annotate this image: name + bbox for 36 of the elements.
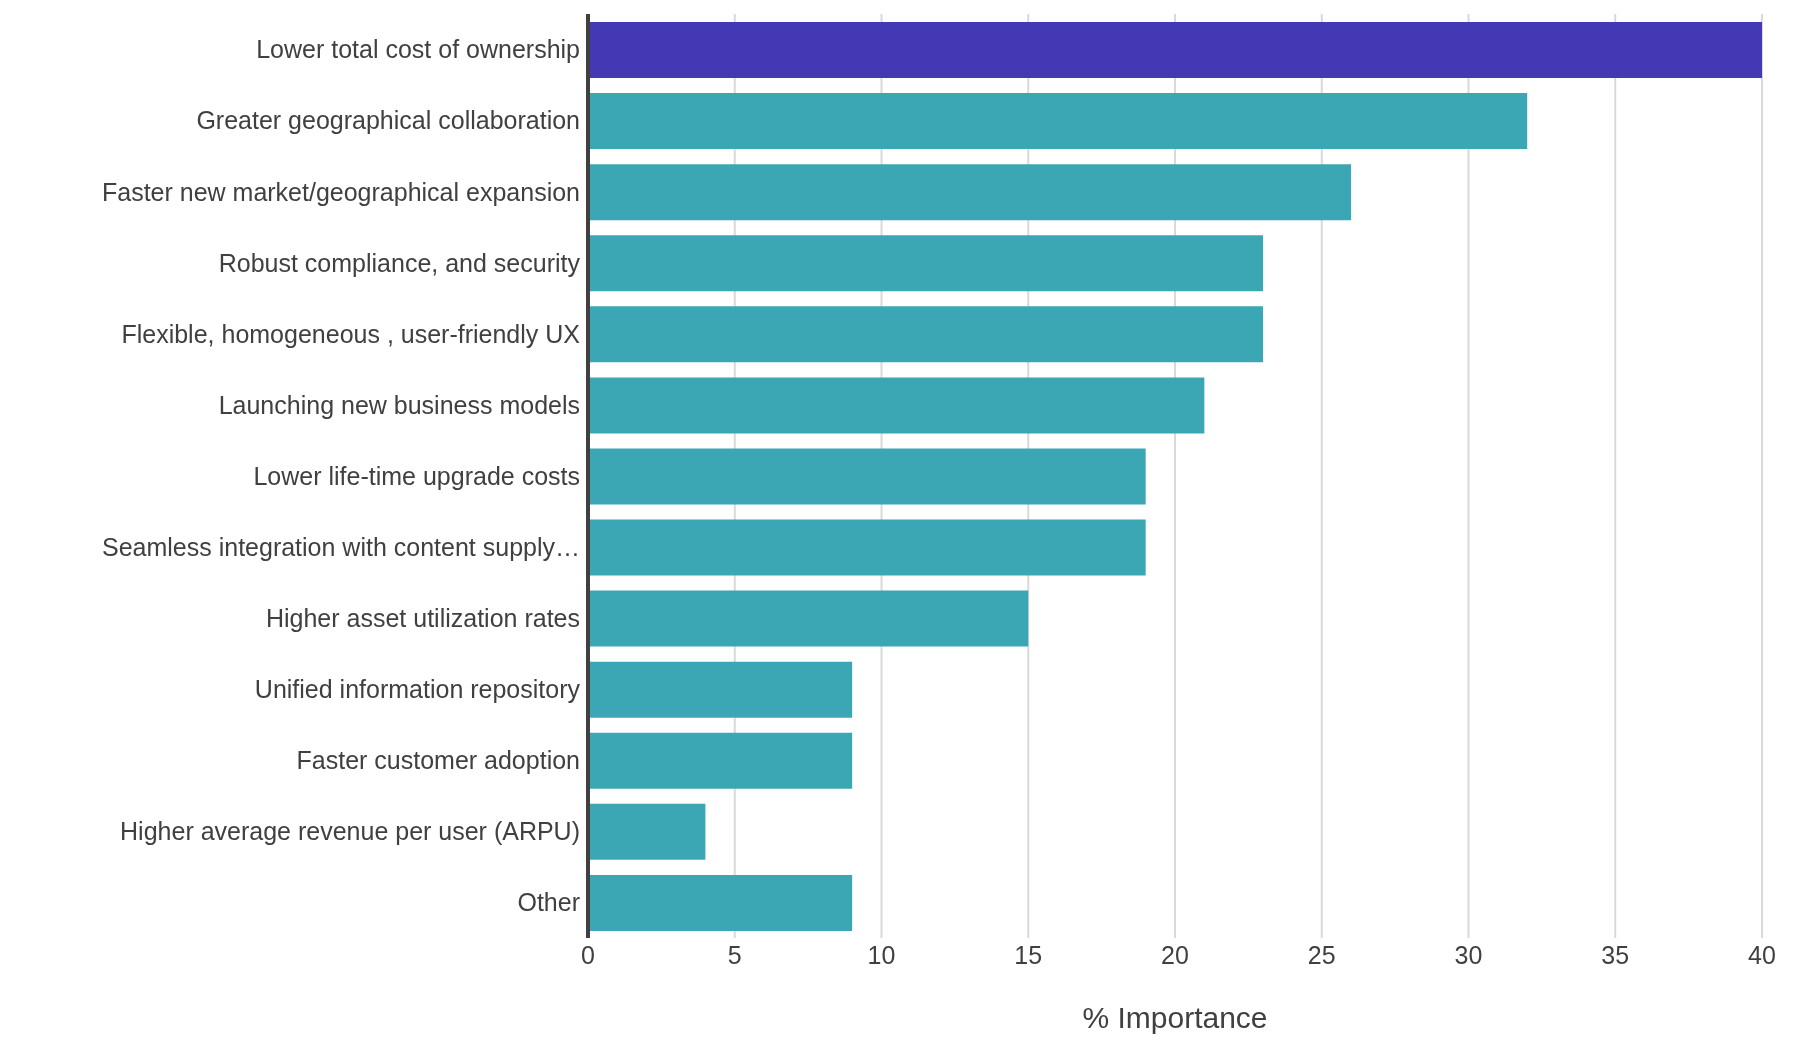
y-tick-label: Faster new market/geographical expansion [101,177,580,206]
x-tick-label: 30 [1454,940,1483,969]
x-axis-title: % Importance [1082,1001,1268,1034]
y-tick-label: Faster customer adoption [296,746,580,775]
y-tick-label: Other [517,888,580,917]
bar [588,22,1762,78]
bar [588,519,1146,576]
x-tick-label: 15 [1014,940,1043,969]
x-tick-label: 0 [581,940,595,969]
y-tick-label: Flexible, homogeneous , user-friendly UX [121,319,581,348]
bar [588,306,1264,363]
x-tick-label: 25 [1307,940,1336,969]
x-tick-label: 20 [1161,940,1189,969]
bar [588,448,1146,505]
bar [588,803,706,860]
y-tick-label: Launching new business models [218,390,580,419]
x-tick-label: 10 [867,940,896,969]
y-tick-label: Seamless integration with content supply… [101,532,580,561]
y-tick-label: Higher average revenue per user (ARPU) [120,817,580,846]
bar [588,164,1352,221]
bar [588,235,1264,292]
y-tick-label: Lower total cost of ownership [256,35,580,64]
bar [588,377,1205,434]
bar [588,661,853,718]
y-tick-label: Higher asset utilization rates [265,604,580,633]
y-tick-label: Robust compliance, and security [218,248,581,277]
x-tick-label: 35 [1601,940,1630,969]
bar [588,590,1029,647]
bar [588,93,1528,150]
bar [588,874,853,931]
x-tick-label: 40 [1748,940,1776,969]
y-tick-label: Lower life-time upgrade costs [253,461,580,490]
y-tick-label: Greater geographical collaboration [196,106,580,135]
y-tick-label: Unified information repository [254,675,581,704]
x-tick-label: 5 [727,940,742,969]
bar [588,732,853,789]
